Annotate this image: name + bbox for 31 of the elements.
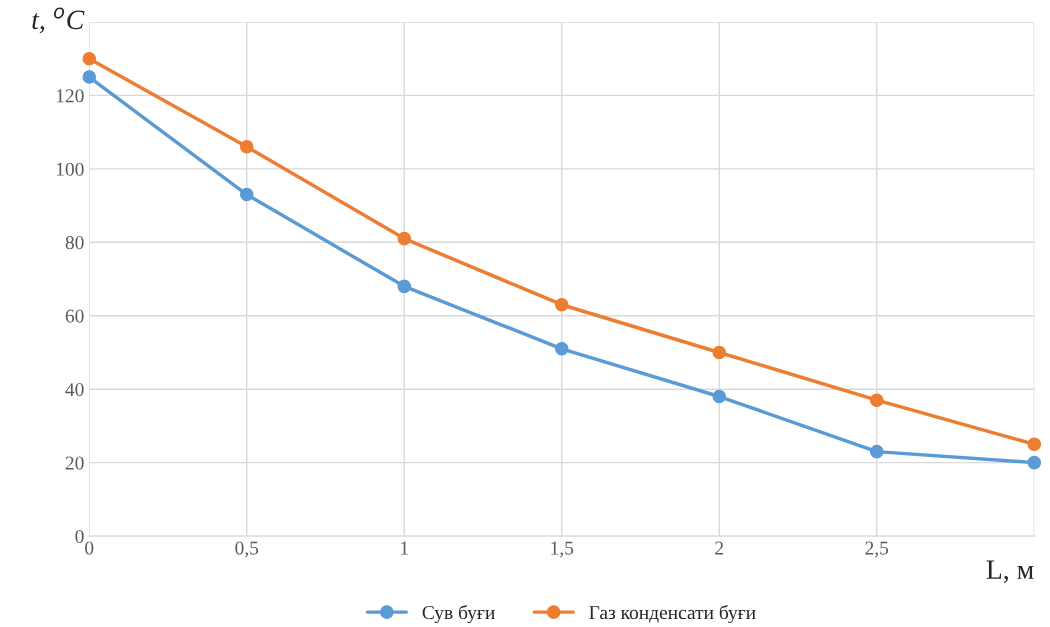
y-tick-label: 0 xyxy=(75,529,84,544)
y-axis-title: t, $^{o}$C xyxy=(32,7,85,34)
point xyxy=(397,279,412,294)
point xyxy=(712,345,727,360)
point xyxy=(82,70,97,84)
point xyxy=(554,342,569,356)
x-tick-label: 1,5 xyxy=(551,541,574,558)
x-axis-title: L, м xyxy=(986,560,1034,584)
x-tick-label: 2 xyxy=(715,541,724,555)
point xyxy=(869,444,884,459)
point xyxy=(239,187,254,202)
point xyxy=(1027,437,1042,452)
point xyxy=(869,393,884,407)
x-tick-label: 2,5 xyxy=(865,541,889,558)
y-tick-label: 20 xyxy=(65,456,84,470)
point xyxy=(239,140,254,154)
y-tick-label: 60 xyxy=(65,309,84,323)
point xyxy=(397,231,412,246)
y-tick-label: 120 xyxy=(56,89,84,103)
x-tick-label: 0,5 xyxy=(235,541,259,558)
legend-label: Сув буғи xyxy=(422,605,495,624)
x-tick-label: 1 xyxy=(401,541,408,555)
y-tick-label: 40 xyxy=(65,383,84,397)
y-tick-label: 100 xyxy=(56,162,84,176)
x-tick-label: 0 xyxy=(85,541,94,555)
legend-label: Газ конденсати буғи xyxy=(589,605,756,624)
point xyxy=(82,51,97,66)
point xyxy=(712,389,727,404)
y-tick-label: 80 xyxy=(65,236,84,250)
point xyxy=(554,297,569,312)
point xyxy=(1027,455,1042,470)
